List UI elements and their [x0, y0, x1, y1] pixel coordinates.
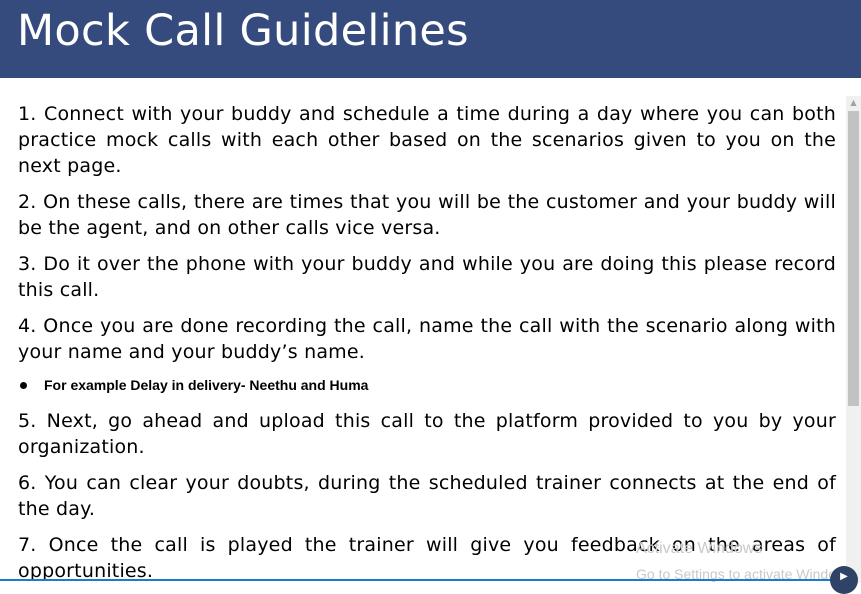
example-bullet: For example Delay in delivery- Neethu an… — [18, 375, 836, 395]
watermark-line-2: Go to Settings to activate Windows. — [636, 566, 857, 582]
slide-header: Mock Call Guidelines — [0, 0, 861, 78]
play-icon[interactable]: ▶ — [830, 566, 858, 594]
bullet-dot-icon — [20, 382, 27, 389]
guideline-4: 4. Once you are done recording the call,… — [18, 315, 836, 363]
activate-windows-watermark: Activate Windows Go to Settings to activ… — [636, 540, 857, 583]
guideline-7: 7. Once the call is played the trainer w… — [18, 534, 836, 582]
scrollbar-thumb[interactable] — [848, 111, 859, 406]
watermark-line-1: Activate Windows — [636, 540, 763, 557]
accent-line — [0, 579, 846, 581]
guideline-6: 6. You can clear your doubts, during the… — [18, 472, 836, 520]
example-text: For example Delay in delivery- Neethu an… — [44, 377, 369, 393]
chevron-up-icon[interactable]: ▲ — [850, 98, 857, 107]
page-title: Mock Call Guidelines — [17, 6, 469, 56]
guidelines-list: 1. Connect with your buddy and schedule … — [18, 101, 836, 594]
guideline-3: 3. Do it over the phone with your buddy … — [18, 253, 836, 301]
vertical-scrollbar[interactable]: ▲ — [846, 96, 861, 583]
guideline-5: 5. Next, go ahead and upload this call t… — [18, 410, 836, 458]
guideline-2: 2. On these calls, there are times that … — [18, 191, 836, 239]
guideline-1: 1. Connect with your buddy and schedule … — [18, 103, 836, 177]
